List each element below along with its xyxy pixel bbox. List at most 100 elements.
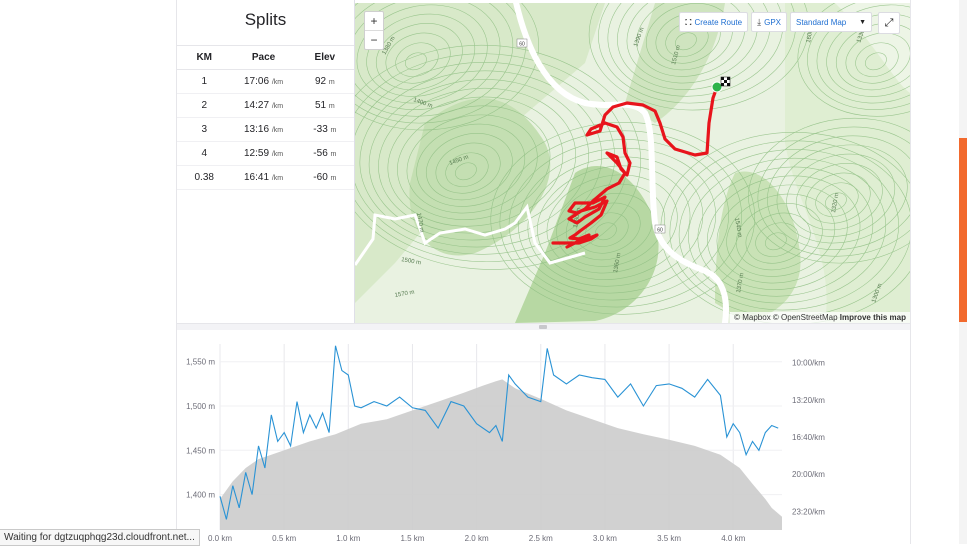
browser-status-bar: Waiting for dgtzuqphqg23d.cloudfront.net… <box>0 529 200 546</box>
contour-label: 1600 m <box>806 23 815 44</box>
split-pace-value: 16:41 <box>244 172 270 183</box>
route-map[interactable]: 60 60 1380 m 1400 m 1390 m 1450 m 1470 m 1510… <box>355 3 910 323</box>
contour-line <box>716 184 848 284</box>
distance-tick-label: 3.5 km <box>657 534 681 543</box>
contour-line <box>805 172 871 224</box>
secondary-road <box>355 203 586 266</box>
create-route-button[interactable]: ⛚ Create Route <box>679 12 749 32</box>
start-marker[interactable] <box>711 81 723 93</box>
route-number-badge <box>654 224 666 234</box>
mapbox-attribution-link[interactable]: © Mapbox <box>734 313 771 322</box>
map-style-value: Standard Map <box>796 17 847 27</box>
elevation-area <box>220 379 782 530</box>
split-km: 2 <box>177 93 232 118</box>
contour-line <box>355 3 540 131</box>
contour-line <box>795 163 883 231</box>
download-icon: ⤓ <box>757 16 762 27</box>
contour-line <box>865 52 887 71</box>
contour-line <box>537 165 691 280</box>
elevation-tick-label: 1,450 m <box>186 446 215 455</box>
split-km: 3 <box>177 117 232 142</box>
pace-unit: /km <box>271 103 284 110</box>
contour-line <box>755 222 799 257</box>
page-scrollbar[interactable] <box>959 0 967 544</box>
distance-tick-label: 4.0 km <box>721 534 745 543</box>
split-elev-value: -60 <box>313 172 328 183</box>
split-elev-value: 51 <box>314 100 327 111</box>
pace-tick-label: 23:20/km <box>792 507 825 516</box>
contour-line <box>405 52 427 71</box>
grip-icon[interactable] <box>539 325 547 329</box>
route-number-badge-label: 60 <box>657 228 663 234</box>
contour-line <box>807 3 910 110</box>
fullscreen-button[interactable]: ⤢ <box>878 12 900 34</box>
elevation-pace-chart[interactable]: 1,550 m 1,500 m 1,450 m 1,400 m 10:00/km 13:2… <box>177 330 910 544</box>
contour-line <box>508 139 730 301</box>
pace-unit: /km <box>271 175 284 182</box>
elev-unit: m <box>330 175 337 182</box>
distance-tick-label: 3.0 km <box>593 534 617 543</box>
gpx-download-button[interactable]: ⤓ GPX <box>751 12 787 32</box>
contour-line <box>855 42 899 77</box>
split-elev: 92 m <box>295 69 354 94</box>
contour-label: 1580 m <box>573 208 582 229</box>
contour-line <box>406 114 538 214</box>
split-row: 4 12:59 /km -56 m <box>177 141 354 166</box>
contour-line <box>845 32 910 84</box>
osm-attribution-link[interactable]: © OpenStreetMap <box>772 313 838 322</box>
split-elev-value: -56 <box>313 148 328 159</box>
split-pace-value: 13:16 <box>244 124 270 135</box>
pace-tick-label: 16:40/km <box>792 433 825 442</box>
split-pace: 12:59 /km <box>231 141 296 166</box>
contour-line <box>815 182 859 217</box>
contour-line <box>678 149 900 311</box>
splits-header-row: KM Pace Elev <box>177 45 354 70</box>
scrollbar-thumb[interactable] <box>959 138 967 322</box>
split-row: 1 17:06 /km 92 m <box>177 69 354 94</box>
map-style-select[interactable]: Standard Map ▼ <box>790 12 872 32</box>
panel-resize-handle[interactable] <box>177 323 910 330</box>
splits-panel: Splits KM Pace Elev 1 17:06 /km 92 m 2 14:27… <box>177 0 355 323</box>
pace-line <box>219 345 779 520</box>
km-column-header: KM <box>177 45 232 70</box>
contour-line <box>527 156 704 287</box>
split-pace: 13:16 /km <box>231 117 296 142</box>
content-border-right <box>910 0 911 544</box>
elevation-tick-label: 1,400 m <box>186 491 215 500</box>
contour-line <box>355 3 514 117</box>
distance-tick-label: 1.5 km <box>400 534 424 543</box>
zoom-out-button[interactable]: − <box>365 30 383 49</box>
contour-line <box>378 87 577 234</box>
split-pace-value: 14:27 <box>244 100 270 111</box>
contour-line <box>786 153 896 237</box>
contour-line <box>397 105 551 220</box>
route-number-badge <box>516 38 528 48</box>
contour-line <box>499 130 743 308</box>
map-toolbar: ⛚ Create Route ⤓ GPX Standard Map ▼ <box>679 12 872 32</box>
split-km: 4 <box>177 141 232 166</box>
elev-unit: m <box>330 127 337 134</box>
pace-tick-label: 13:20/km <box>792 396 825 405</box>
contour-line <box>688 157 887 304</box>
contour-label: 1500 m <box>401 257 422 266</box>
contour-line <box>797 3 910 117</box>
elevation-tick-label: 1,550 m <box>186 358 215 367</box>
contour-line <box>375 23 463 91</box>
split-pace-value: 17:06 <box>244 76 270 87</box>
route-icon: ⛚ <box>685 16 692 27</box>
chart-canvas[interactable]: 1,550 m 1,500 m 1,450 m 1,400 m 10:00/km 13:2… <box>177 330 910 544</box>
zoom-controls: + − <box>364 11 384 50</box>
finish-flag-icon[interactable] <box>720 76 731 87</box>
expand-icon: ⤢ <box>884 17 894 29</box>
improve-map-link[interactable]: Improve this map <box>839 313 906 322</box>
zoom-in-button[interactable]: + <box>370 14 378 28</box>
contour-line <box>359 70 603 248</box>
contour-line <box>675 32 697 51</box>
contour-line <box>735 203 823 271</box>
terrain-shading <box>515 166 659 323</box>
distance-tick-label: 0.5 km <box>272 534 296 543</box>
contour-line <box>366 13 476 97</box>
create-route-label: Create Route <box>694 17 743 27</box>
